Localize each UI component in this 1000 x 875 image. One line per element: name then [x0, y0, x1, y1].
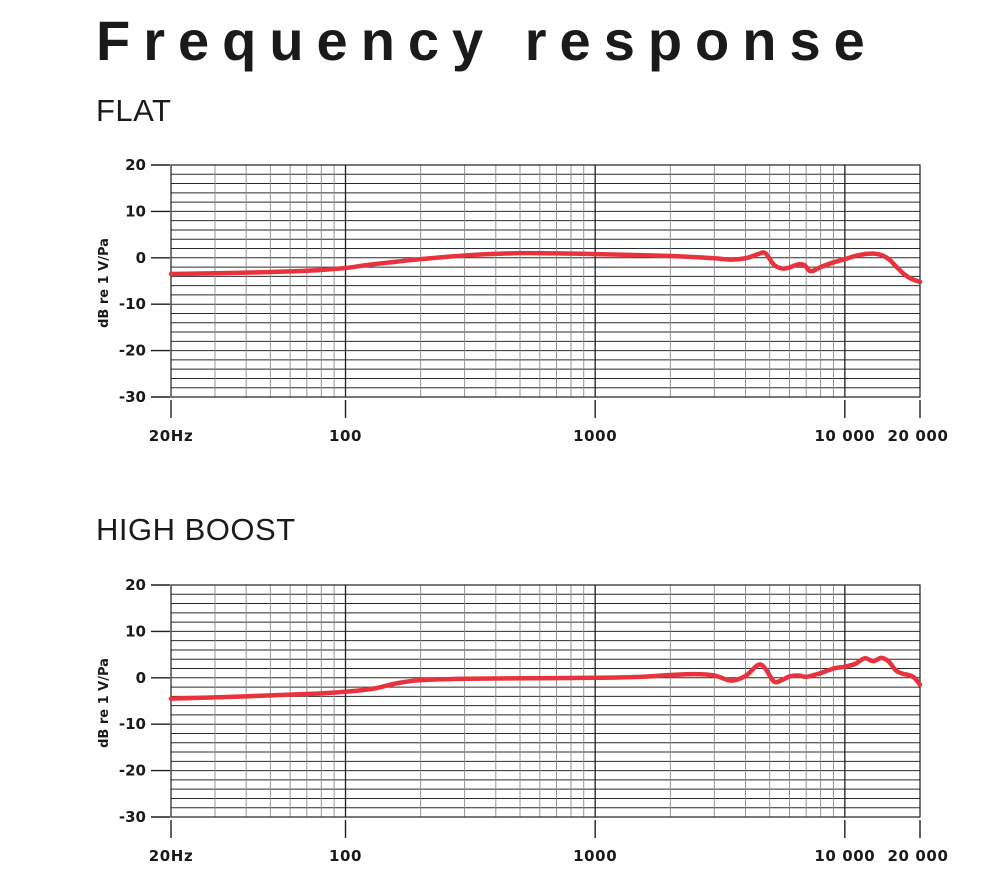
x-tick-label: 100 — [329, 427, 362, 445]
page-title: Frequency response — [96, 9, 878, 72]
response-curve — [168, 250, 923, 285]
y-tick-label: -20 — [119, 342, 146, 360]
x-tick-label: 20 000 — [887, 427, 948, 445]
y-tick-label: 10 — [125, 622, 146, 640]
plot-frame — [170, 584, 921, 818]
y-axis-label: dB re 1 V/Pa — [97, 658, 112, 748]
y-tick-label: -10 — [119, 295, 146, 313]
y-tick-label: 20 — [125, 576, 146, 594]
chart-title-high-boost: HIGH BOOST — [96, 512, 296, 547]
x-tick-label: 10 000 — [814, 847, 875, 865]
x-tick-label: 100 — [329, 847, 362, 865]
y-tick-label: 20 — [125, 156, 146, 174]
y-axis-label: dB re 1 V/Pa — [97, 238, 112, 328]
y-tick-label: -30 — [119, 808, 146, 826]
x-tick-label: 20 000 — [887, 847, 948, 865]
y-tick-label: -30 — [119, 388, 146, 406]
y-tick-label: -20 — [119, 762, 146, 780]
plot-frame — [170, 164, 921, 398]
y-tick-label: 10 — [125, 202, 146, 220]
y-tick-label: 0 — [136, 669, 146, 687]
response-curve — [168, 655, 923, 701]
y-tick-label: -10 — [119, 715, 146, 733]
grid — [171, 584, 920, 818]
grid — [171, 164, 920, 398]
x-tick-label: 1000 — [573, 427, 617, 445]
x-tick-label: 1000 — [573, 847, 617, 865]
y-tick-label: 0 — [136, 249, 146, 267]
x-tick-label: 20Hz — [149, 427, 194, 445]
x-tick-label: 20Hz — [149, 847, 194, 865]
chart-title-flat: FLAT — [96, 93, 172, 128]
x-tick-label: 10 000 — [814, 427, 875, 445]
